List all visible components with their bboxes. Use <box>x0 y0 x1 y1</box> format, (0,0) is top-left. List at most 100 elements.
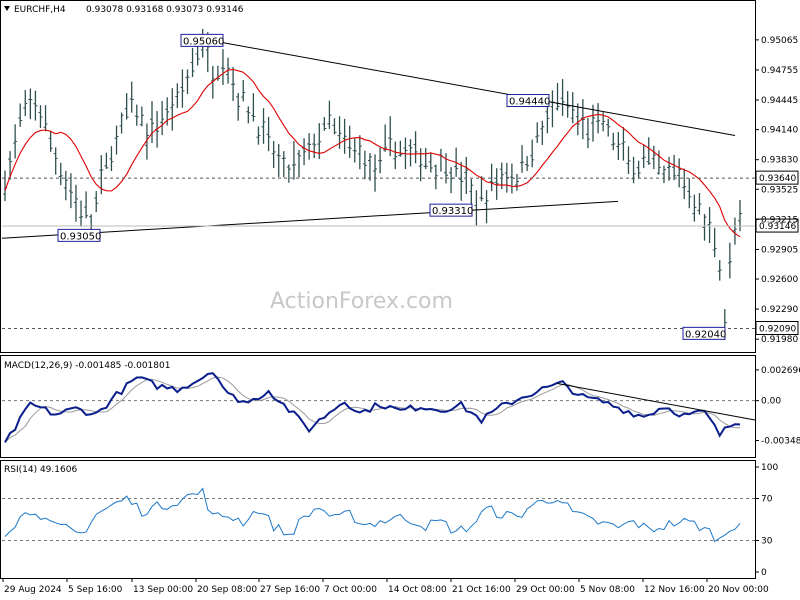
ohlc-bar <box>342 118 347 154</box>
ohlc-bar <box>540 120 545 146</box>
ohlc-bar <box>180 69 185 108</box>
ohlc-bar <box>646 137 651 165</box>
price-annotation: 0.95060 <box>180 33 224 47</box>
price-tick-label: 0.92290 <box>761 305 798 315</box>
ohlc-bar <box>79 200 84 227</box>
lower-trendline <box>1 200 619 239</box>
rsi-tick-label: 0 <box>761 568 767 578</box>
ohlc-bar <box>525 156 530 171</box>
ohlc-bar <box>134 104 139 126</box>
ohlc-bar <box>347 125 352 159</box>
ohlc-bar <box>626 146 631 174</box>
ohlc-bar <box>433 164 438 190</box>
price-level-box: 0.93640 <box>755 170 799 185</box>
ohlc-bar <box>33 90 38 121</box>
rsi-tick-label: 70 <box>761 495 773 505</box>
ohlc-bar <box>362 150 367 180</box>
symbol-header: EURCHF,H4 <box>14 5 66 15</box>
ohlc-bar <box>18 103 23 127</box>
ohlc-bar <box>428 152 433 173</box>
ohlc-bar <box>43 105 48 132</box>
price-tick-label: 0.93215 <box>761 215 798 225</box>
ohlc-bar <box>575 103 580 136</box>
upper-trendline <box>204 38 736 136</box>
ohlc-bar <box>378 147 383 174</box>
ohlc-bar <box>190 47 195 77</box>
ohlc-bar <box>520 145 525 173</box>
x-tick-label: 29 Oct 00:00 <box>516 585 575 595</box>
price-annotation: 0.93050 <box>57 228 101 242</box>
ohlc-bar <box>8 151 13 180</box>
ohlc-bar <box>13 124 18 159</box>
ohlc-bar <box>94 191 99 213</box>
ohlc-bar <box>585 117 590 149</box>
ohlc-bar <box>717 260 722 281</box>
ohlc-bar <box>175 83 180 109</box>
ohlc-bar <box>276 144 281 177</box>
watermark: ActionForex.com <box>270 289 453 314</box>
ohlc-bar <box>63 170 68 201</box>
ohlc-bar <box>459 161 464 201</box>
ohlc-bar <box>591 104 595 142</box>
ohlc-bar <box>732 217 737 245</box>
annotation-label: 0.94440 <box>509 97 550 108</box>
price-annotation: 0.94440 <box>506 94 550 108</box>
ohlc-bar <box>514 174 519 191</box>
x-tick-label: 12 Nov 16:00 <box>644 585 705 595</box>
ohlc-bar <box>636 160 641 179</box>
ohlc-bar <box>423 147 428 170</box>
ohlc-bar <box>494 168 499 200</box>
x-tick-label: 5 Nov 08:00 <box>580 585 635 595</box>
ohlc-bar <box>185 69 190 94</box>
ohlc-bar <box>661 165 666 184</box>
ohlc-bar <box>48 130 53 152</box>
ohlc-bar <box>307 133 312 160</box>
ohlc-bar <box>297 149 301 178</box>
ohlc-bar <box>124 93 129 120</box>
ohlc-bar <box>327 100 332 129</box>
ohlc-bar <box>464 157 469 195</box>
macd-trendline <box>557 383 756 421</box>
ohlc-bar <box>109 146 114 172</box>
ohlc-bar <box>144 123 149 160</box>
ohlc-bar <box>104 152 109 169</box>
ohlc-bar <box>656 150 661 175</box>
ohlc-bar <box>682 168 687 200</box>
ohlc-bar <box>616 132 621 160</box>
ohlc-bar <box>641 144 646 169</box>
macd-line <box>4 372 741 443</box>
ohlc-bar <box>150 101 154 143</box>
ohlc-bar <box>393 141 398 170</box>
ohlc-bar <box>570 92 575 124</box>
ohlc-bar <box>535 122 540 143</box>
price-tick-label: 0.93525 <box>761 185 798 195</box>
ohlc-bar <box>38 105 43 129</box>
ohlc-bar <box>256 126 261 145</box>
price-tick-label: 0.92600 <box>761 275 798 285</box>
moving-average-line <box>4 68 741 238</box>
x-tick-label: 29 Aug 2024 <box>4 585 62 595</box>
ohlc-bar <box>84 191 89 219</box>
ohlc-bar <box>129 81 134 113</box>
annotation-label: 0.93310 <box>432 206 473 217</box>
ohlc-bar <box>231 66 236 101</box>
ohlc-bar <box>687 178 692 209</box>
ohlc-bar <box>220 49 225 85</box>
dropdown-triangle-icon[interactable] <box>4 6 10 11</box>
ohlc-bar <box>357 135 362 170</box>
ohlc-bar <box>408 139 413 167</box>
ohlc-bar <box>667 156 672 181</box>
rsi-tick-label: 30 <box>761 537 773 547</box>
ohlc-bar <box>367 153 372 181</box>
ohlc-bar <box>236 92 241 121</box>
x-tick-label: 7 Oct 00:00 <box>324 585 377 595</box>
ohlc-bar <box>28 88 33 120</box>
ohlc-bar <box>398 140 403 157</box>
x-tick-label: 21 Oct 16:00 <box>452 585 511 595</box>
ohlc-bar <box>596 103 601 134</box>
ohlc-bar <box>560 79 565 116</box>
price-tick-label: 0.94140 <box>761 126 798 136</box>
macd-tick-label: 0.002696 <box>761 366 800 376</box>
ohlc-bar <box>271 140 276 169</box>
